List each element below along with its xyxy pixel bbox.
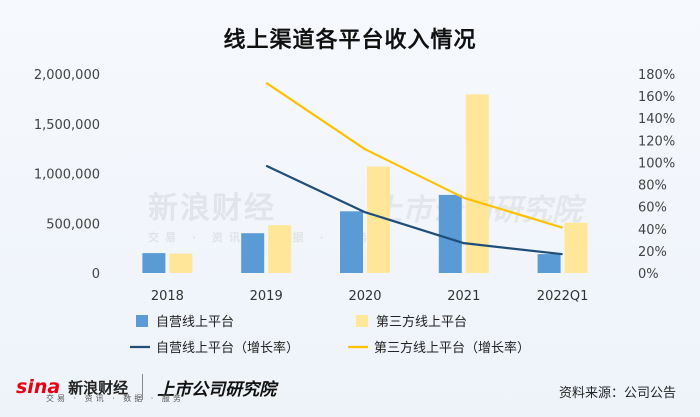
x-tick-label: 2021 [447, 289, 480, 304]
bar-self-operated [537, 254, 561, 273]
y-right-tick-label: 60% [638, 201, 667, 216]
line-self-operated-growth [265, 164, 563, 256]
bar-third-party [564, 222, 588, 273]
x-tick-label: 2022Q1 [537, 289, 589, 304]
watermark-text: 新浪财经 [148, 191, 276, 226]
y-right-tick-label: 80% [638, 179, 667, 194]
y-left-tick-label: 1,000,000 [34, 168, 100, 183]
y-left-tick-label: 1,500,000 [34, 118, 100, 133]
y-right-tick-label: 120% [638, 134, 675, 149]
y-right-tick-label: 20% [638, 245, 667, 260]
y-left-tick-label: 2,000,000 [34, 68, 100, 83]
bar-self-operated [340, 211, 363, 273]
bar-third-party [268, 225, 292, 273]
bar-third-party [367, 166, 390, 273]
sina-name: 新浪财经 [68, 378, 129, 397]
legend-swatch [356, 315, 368, 327]
y-left-tick-label: 0 [92, 267, 100, 282]
line-third-party-growth [265, 81, 563, 229]
bar-third-party [169, 253, 193, 273]
bar-self-operated [241, 233, 265, 273]
data-source: 资料来源：公司公告 [558, 386, 676, 401]
legend-label: 第三方线上平台（增长率） [374, 340, 530, 356]
x-tick-label: 2018 [151, 289, 184, 304]
bar-self-operated [142, 253, 166, 273]
chart-title: 线上渠道各平台收入情况 [223, 28, 477, 53]
x-tick-label: 2019 [250, 289, 283, 304]
brand-name: 上市公司研究院 [157, 379, 277, 400]
y-right-tick-label: 140% [638, 112, 675, 127]
legend-label: 自营线上平台（增长率） [156, 340, 299, 356]
x-tick-label: 2020 [348, 289, 381, 304]
y-right-tick-label: 180% [638, 68, 675, 83]
logo-divider [142, 374, 144, 400]
legend-label: 第三方线上平台 [376, 314, 467, 330]
footer-logo: sina 新浪财经 交易 · 资讯 · 数据 · 服务 上市公司研究院 [16, 372, 277, 403]
bar-third-party [465, 94, 489, 274]
legend-label: 自营线上平台 [156, 315, 234, 330]
y-right-tick-label: 0% [638, 267, 659, 282]
y-right-tick-label: 40% [638, 223, 667, 238]
y-right-tick-label: 160% [638, 90, 675, 105]
sina-logo: sina [16, 376, 61, 398]
y-right-tick-label: 100% [638, 156, 675, 171]
bar-self-operated [438, 194, 462, 273]
legend-swatch [136, 315, 148, 327]
sina-subtext: 交易 · 资讯 · 数据 · 服务 [46, 394, 184, 403]
y-left-tick-label: 500,000 [46, 217, 100, 232]
